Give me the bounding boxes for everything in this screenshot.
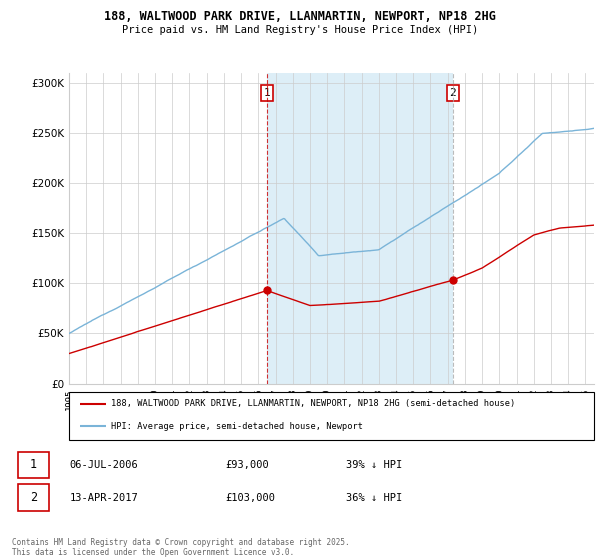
Bar: [18, 451, 49, 478]
Text: 36% ↓ HPI: 36% ↓ HPI: [346, 493, 403, 503]
Text: 1: 1: [30, 458, 37, 472]
Text: 39% ↓ HPI: 39% ↓ HPI: [346, 460, 403, 470]
Text: 188, WALTWOOD PARK DRIVE, LLANMARTIN, NEWPORT, NP18 2HG: 188, WALTWOOD PARK DRIVE, LLANMARTIN, NE…: [104, 10, 496, 23]
Text: £93,000: £93,000: [225, 460, 269, 470]
Text: 1: 1: [263, 88, 271, 98]
Bar: [18, 484, 49, 511]
Text: 13-APR-2017: 13-APR-2017: [70, 493, 139, 503]
Text: 06-JUL-2006: 06-JUL-2006: [70, 460, 139, 470]
Text: 2: 2: [30, 491, 37, 504]
Text: £103,000: £103,000: [225, 493, 275, 503]
Text: Contains HM Land Registry data © Crown copyright and database right 2025.
This d: Contains HM Land Registry data © Crown c…: [12, 538, 350, 557]
Text: 188, WALTWOOD PARK DRIVE, LLANMARTIN, NEWPORT, NP18 2HG (semi-detached house): 188, WALTWOOD PARK DRIVE, LLANMARTIN, NE…: [111, 399, 515, 408]
Text: Price paid vs. HM Land Registry's House Price Index (HPI): Price paid vs. HM Land Registry's House …: [122, 25, 478, 35]
Text: 2: 2: [449, 88, 456, 98]
Text: HPI: Average price, semi-detached house, Newport: HPI: Average price, semi-detached house,…: [111, 422, 363, 431]
Bar: [267, 73, 453, 384]
